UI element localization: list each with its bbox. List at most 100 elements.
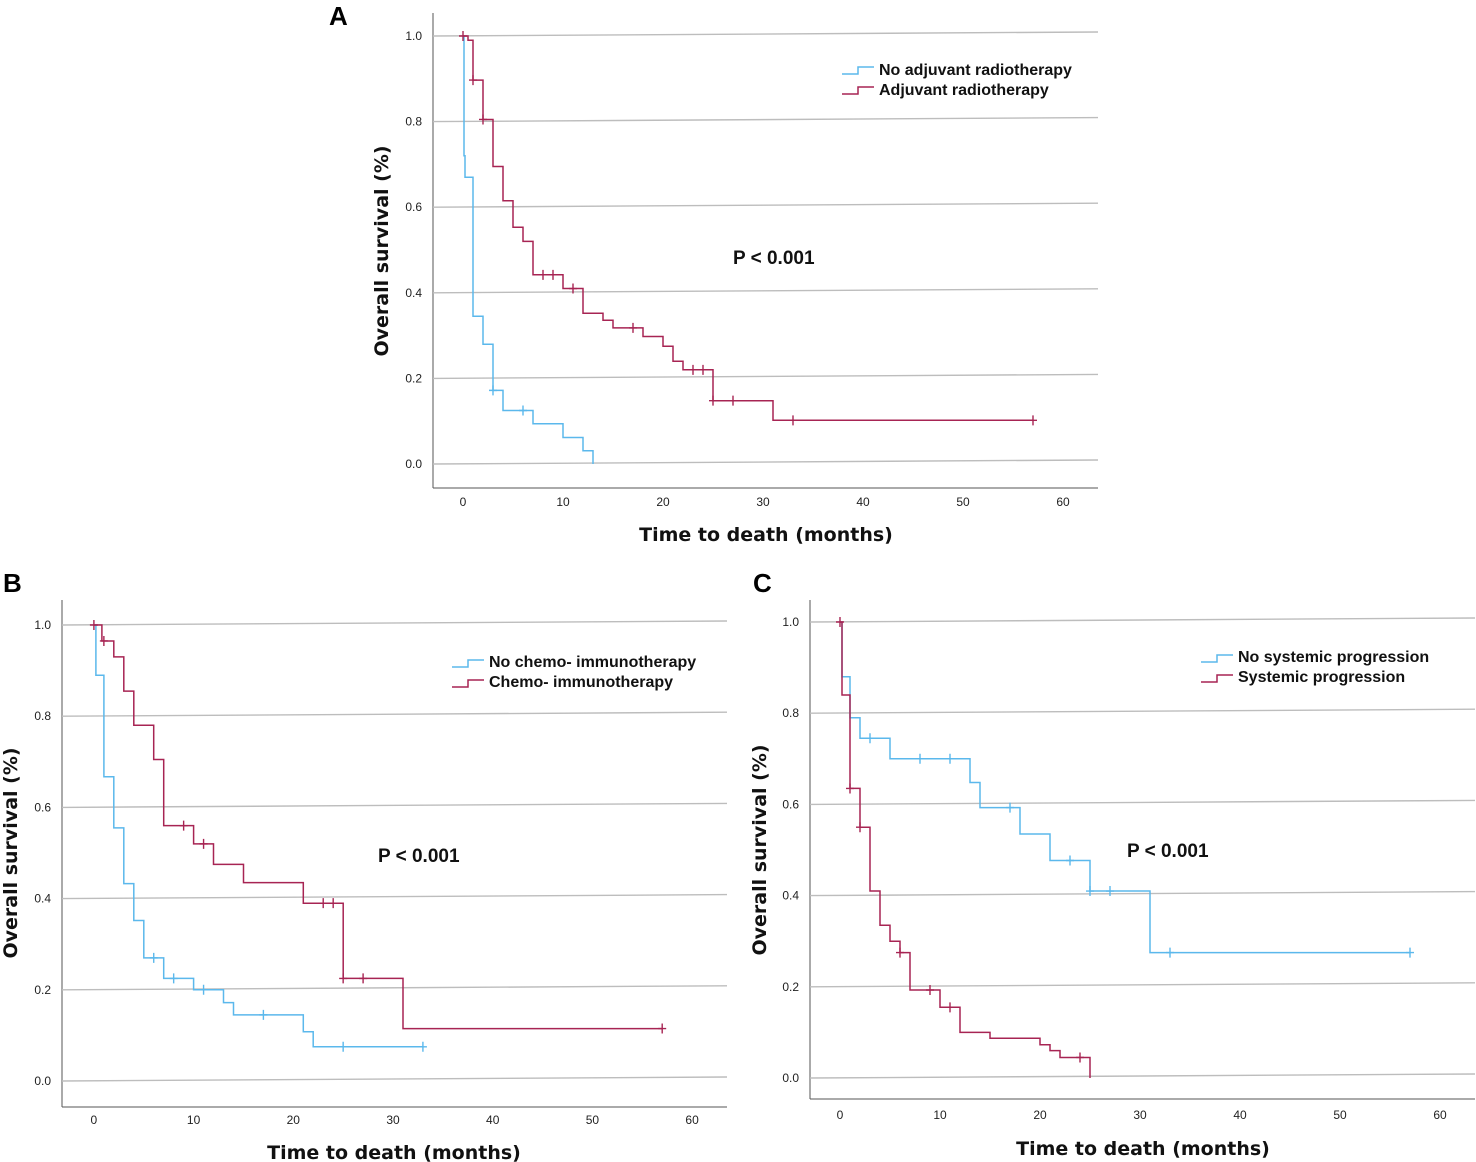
censor-mark (99, 635, 108, 646)
censor-mark (1006, 802, 1014, 813)
censor-mark (1406, 947, 1414, 958)
legend-item-red: Adjuvant radiotherapy (842, 82, 1049, 99)
legend-swatch-blue (1201, 654, 1233, 663)
censor-mark (569, 283, 577, 294)
censor-mark (1086, 886, 1094, 897)
censor-mark (836, 617, 844, 627)
y-tick-labels: 0.0 0.2 0.4 0.6 0.8 1.0 (782, 615, 799, 1085)
censor-mark (846, 783, 854, 794)
gridline (61, 893, 728, 900)
legend: No adjuvant radiotherapy Adjuvant radiot… (842, 62, 1072, 99)
censor-mark (459, 31, 467, 41)
censor-mark (519, 405, 527, 416)
censor-mark (149, 952, 158, 963)
gridline (61, 985, 728, 991)
gridlines (809, 617, 1476, 1079)
gridlines (432, 31, 1099, 465)
p-value-annotation: P < 0.001 (378, 846, 460, 867)
x-tick-label: 50 (1333, 1108, 1347, 1122)
censor-mark (489, 385, 497, 396)
x-tick-labels: 0 10 20 30 40 50 60 (91, 1113, 700, 1127)
censor-mark (658, 1023, 667, 1034)
x-tick-label: 20 (656, 495, 670, 509)
censor-mark (169, 973, 178, 984)
x-tick-labels: 0 10 20 30 40 50 60 (460, 495, 1070, 509)
x-tick-label: 0 (91, 1113, 98, 1127)
legend-label-red: Systemic progression (1238, 669, 1405, 686)
legend: No systemic progression Systemic progres… (1201, 649, 1429, 686)
censor-mark (789, 415, 797, 426)
censor-mark (359, 973, 368, 984)
censor-mark (539, 269, 547, 280)
panel-label-b: B (3, 568, 22, 598)
censor-mark (1076, 1052, 1084, 1063)
y-tick-labels: 0.0 0.2 0.4 0.6 0.8 1.0 (405, 29, 422, 471)
legend-item-blue: No systemic progression (1201, 649, 1429, 666)
x-tick-labels: 0 10 20 30 40 50 60 (837, 1108, 1447, 1122)
y-axis-title: Overall survival (%) (0, 747, 22, 958)
censor-mark (418, 1041, 427, 1052)
legend-label-red: Chemo- immunotherapy (489, 674, 673, 691)
censor-mark (689, 364, 697, 375)
y-tick-label: 0.0 (405, 457, 422, 471)
censor-mark (339, 1041, 348, 1052)
y-tick-label: 0.0 (34, 1074, 51, 1088)
survival-curve-red (840, 621, 1091, 1078)
legend-swatch-blue (452, 659, 484, 668)
legend-label-red: Adjuvant radiotherapy (879, 82, 1049, 99)
legend-label-blue: No systemic progression (1238, 649, 1429, 666)
p-value-annotation: P < 0.001 (733, 248, 815, 269)
censor-mark (179, 820, 188, 831)
x-tick-label: 40 (1233, 1108, 1247, 1122)
censor-mark (729, 395, 737, 406)
y-tick-label: 0.6 (782, 797, 799, 811)
legend-item-red: Chemo- immunotherapy (452, 674, 673, 691)
x-axis-title: Time to death (months) (1016, 1138, 1270, 1160)
y-tick-label: 0.6 (34, 800, 51, 814)
legend-label-blue: No adjuvant radiotherapy (879, 62, 1072, 79)
y-tick-label: 1.0 (34, 618, 51, 632)
censor-mark (1066, 855, 1074, 866)
x-tick-label: 30 (1133, 1108, 1147, 1122)
x-tick-label: 60 (1056, 495, 1070, 509)
y-tick-label: 0.8 (782, 706, 799, 720)
legend-swatch-red (452, 679, 484, 688)
panel-c: C 0.0 0.2 0.4 0.6 0.8 1.0 0 10 20 30 40 … (749, 568, 1476, 1160)
p-value-annotation: P < 0.001 (1127, 841, 1209, 862)
panel-label-c: C (753, 568, 772, 598)
x-tick-label: 30 (756, 495, 770, 509)
y-axis-title: Overall survival (%) (749, 744, 771, 955)
y-tick-label: 0.4 (782, 889, 799, 903)
censor-mark (629, 322, 637, 333)
y-tick-label: 0.2 (782, 980, 799, 994)
censor-mark (946, 1002, 954, 1013)
censor-mark (329, 898, 338, 909)
x-tick-label: 10 (556, 495, 570, 509)
gridline (61, 620, 728, 626)
gridline (809, 617, 1476, 623)
censor-mark (479, 114, 487, 125)
gridline (432, 288, 1099, 294)
legend-item-blue: No adjuvant radiotherapy (842, 62, 1072, 79)
x-tick-label: 10 (933, 1108, 947, 1122)
censor-mark (916, 753, 924, 764)
censor-mark (469, 75, 477, 86)
gridline (809, 799, 1476, 806)
censor-mark (1166, 947, 1174, 958)
censor-mark (1029, 415, 1037, 426)
y-tick-labels: 0.0 0.2 0.4 0.6 0.8 1.0 (34, 618, 51, 1088)
gridline (809, 890, 1476, 897)
censor-mark (339, 973, 348, 984)
y-tick-label: 0.8 (405, 115, 422, 129)
censor-mark (259, 1009, 268, 1020)
y-tick-label: 0.4 (405, 286, 422, 300)
x-tick-label: 20 (1033, 1108, 1047, 1122)
y-tick-label: 1.0 (782, 615, 799, 629)
y-tick-label: 0.2 (34, 983, 51, 997)
y-tick-label: 0.4 (34, 892, 51, 906)
x-tick-label: 50 (586, 1113, 600, 1127)
gridline (432, 459, 1099, 465)
x-tick-label: 20 (287, 1113, 301, 1127)
y-tick-label: 0.0 (782, 1071, 799, 1085)
